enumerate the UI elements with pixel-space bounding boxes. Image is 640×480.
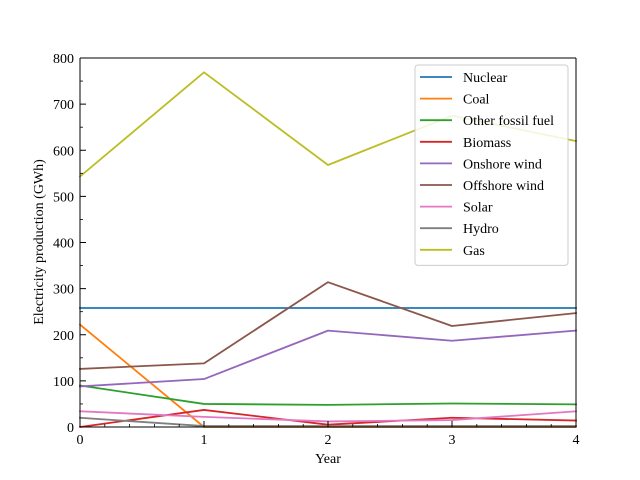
legend-label: Onshore wind: [463, 157, 542, 172]
x-tick-label: 1: [201, 433, 208, 448]
legend-label: Gas: [463, 244, 485, 259]
y-tick-label: 0: [67, 421, 74, 436]
legend-label: Offshore wind: [463, 179, 544, 194]
legend-label: Solar: [463, 201, 493, 216]
legend-box: [414, 64, 569, 266]
series-line-onshore-wind: [79, 329, 577, 388]
y-tick-label: 800: [53, 52, 74, 67]
legend-label: Nuclear: [463, 71, 508, 86]
series-line-other-fossil-fuel: [78, 384, 577, 406]
ticks-layer: 0 100 200 300 400 500 600 700 800 0 1 2 3 4: [53, 52, 580, 448]
x-tick-label: 4: [573, 433, 580, 448]
y-tick-label: 600: [53, 144, 74, 159]
y-tick-label: 200: [53, 329, 74, 344]
y-tick-label: 700: [53, 98, 74, 113]
x-tick-label: 3: [449, 433, 456, 448]
legend-label: Other fossil fuel: [463, 114, 554, 129]
legend-label: Coal: [463, 93, 490, 108]
x-axis-label: Year: [315, 452, 341, 467]
y-axis-label: Electricity production (GWh): [32, 159, 47, 325]
legend-label: Biomass: [463, 136, 511, 151]
y-tick-label: 400: [53, 237, 74, 252]
y-tick-label: 100: [53, 375, 74, 390]
legend-label: Hydro: [463, 222, 499, 237]
series-line-offshore-wind: [79, 281, 577, 370]
x-tick-label: 2: [325, 433, 332, 448]
y-tick-label: 500: [53, 190, 74, 205]
y-tick-label: 300: [53, 283, 74, 298]
legend: Nuclear Coal Other fossil fuel Biomass Onsho…: [414, 64, 569, 266]
x-tick-label: 0: [77, 433, 84, 448]
